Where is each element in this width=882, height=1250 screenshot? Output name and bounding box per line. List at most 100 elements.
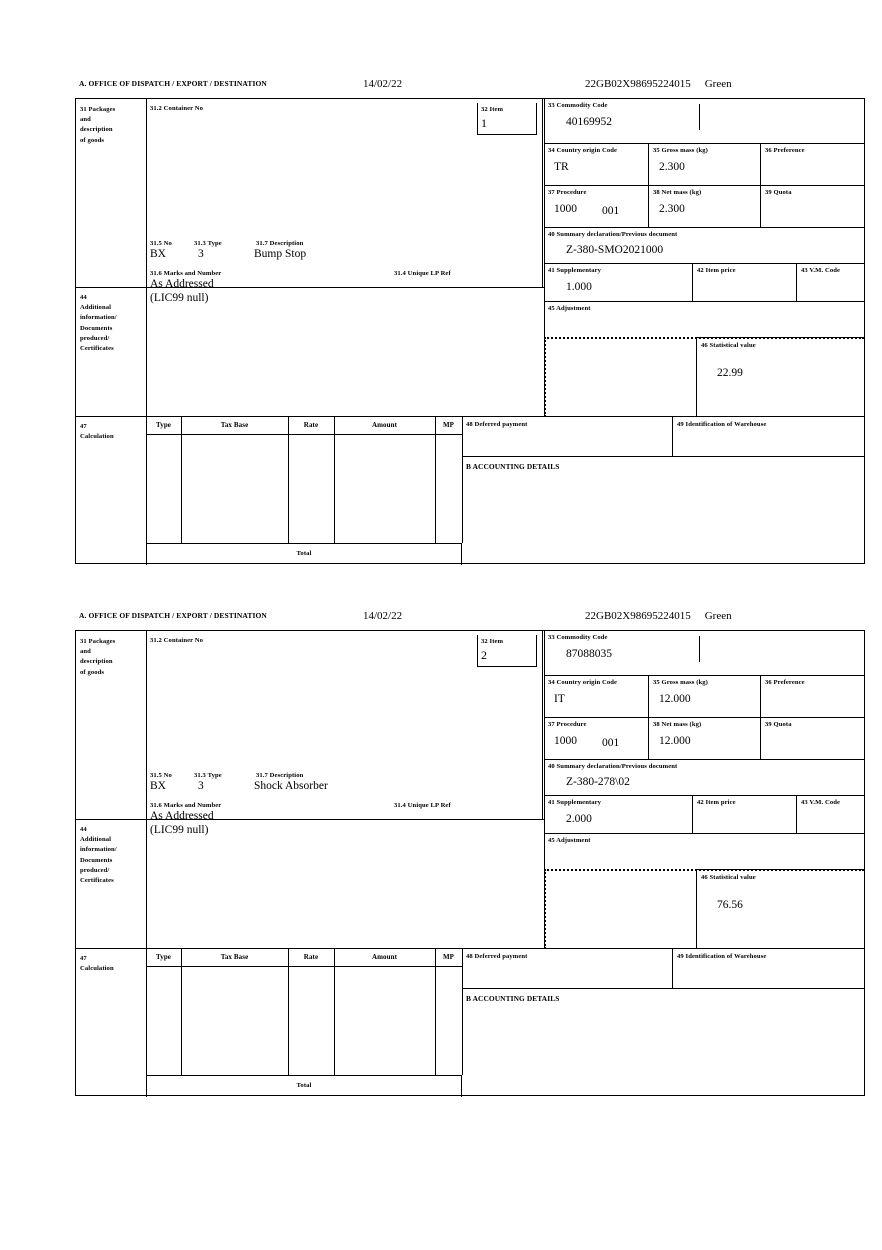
calculation-table-1: Type Tax Base Rate Amount MP Total (146, 417, 463, 565)
item-frame-2: 31 Packages and description of goods 44 … (75, 630, 865, 949)
box-44-label-line6: Certificates (80, 345, 114, 353)
box-31-label-2: 31 Packages and description of goods (76, 631, 146, 819)
box-48-label-2: 48 Deferred payment (466, 953, 528, 960)
box-39-quota-2: 39 Quota (760, 717, 864, 759)
box-46-label-2: 46 Statistical value (701, 874, 756, 881)
calc-column-amount (334, 417, 435, 543)
box-31-label-2-line3: description (80, 658, 113, 666)
box-31-7-label: 31.7 Description (256, 240, 304, 247)
calculation-section-1: 47 Calculation Type Tax Base Rate Amount… (75, 416, 865, 565)
box-31-4-label: 31.4 Unique LP Ref (394, 270, 451, 277)
calc-total-row: Total (146, 543, 462, 565)
box-49-label-2: 49 Identification of Warehouse (677, 953, 767, 960)
box-37-label-2: 37 Procedure (548, 721, 587, 728)
divider-left-column-2 (146, 631, 147, 949)
calc-total-label-2: Total (296, 1082, 312, 1090)
box-35-label-2: 35 Gross mass (kg) (653, 679, 708, 686)
box-44-label-line2: Additional (80, 304, 112, 312)
box-44-label-2-line4: Documents (80, 856, 113, 864)
box-37-label: 37 Procedure (548, 189, 587, 196)
divider-box-44-top-2 (76, 819, 542, 820)
box-36-label-2: 36 Preference (765, 679, 805, 686)
box-35-gross-mass: 35 Gross mass (kg) 2.300 (648, 143, 760, 185)
box-41-value-2: 2.000 (566, 813, 592, 826)
box-36-label: 36 Preference (765, 147, 805, 154)
calc-header-mp: MP (435, 417, 462, 435)
box-33-commodity-code: 33 Commodity Code 40169952 (544, 99, 864, 143)
divider-left-column (146, 99, 147, 417)
box-44-label-2: 44 Additional information/ Documents pro… (76, 819, 146, 949)
calc-header-amount: Amount (334, 417, 435, 435)
box-45-dotted-zone-2 (544, 869, 864, 949)
box-42-label-2: 42 Item price (697, 799, 736, 806)
box-39-label-2: 39 Quota (765, 721, 792, 728)
declaration-date: 14/02/22 (363, 78, 403, 90)
box-44-label-line1: 44 (80, 294, 87, 301)
box-44-content-2: (LIC99 null) (150, 824, 208, 837)
box-31-5-value-2: BX (150, 780, 166, 792)
box-41-supplementary-2: 41 Supplementary 2.000 (544, 795, 692, 833)
box-48-label: 48 Deferred payment (466, 421, 528, 428)
divider-box-32-right-2 (542, 631, 543, 819)
calculation-section-2: 47 Calculation Type Tax Base Rate Amount… (75, 948, 868, 1099)
declaration-reference-2: 22GB02X98695224015 Green (585, 610, 732, 622)
box-34-label-2: 34 Country origin Code (548, 679, 618, 686)
box-44-label-2-line5: produced/ (80, 866, 110, 874)
box-43-vm-code: 43 V.M. Code (796, 263, 864, 301)
box-43-label: 43 V.M. Code (801, 267, 841, 274)
box-32-label-2: 32 Item (481, 638, 504, 645)
calculation-table-2: Type Tax Base Rate Amount MP Total (146, 949, 463, 1097)
calc-column-mp-2 (435, 949, 462, 1075)
calc-header-type-2: Type (146, 949, 181, 967)
box-35-gross-mass-2: 35 Gross mass (kg) 12.000 (648, 675, 760, 717)
box-31-label-line1: 31 Packages (80, 106, 116, 113)
box-45-dotted-zone (544, 337, 864, 417)
divider-box-44-top-right (542, 287, 544, 288)
reference-colour-2: Green (704, 610, 732, 622)
box-44-label-line4: Documents (80, 324, 113, 332)
box-32-value: 1 (481, 116, 487, 131)
box-36-preference: 36 Preference (760, 143, 864, 185)
section-b-accounting-details-2: B ACCOUNTING DETAILS (462, 989, 868, 1099)
box-37-value: 1000 (554, 203, 577, 216)
box-31-label: 31 Packages and description of goods (76, 99, 146, 287)
box-34-label: 34 Country origin Code (548, 147, 618, 154)
divider-box-32-right (542, 99, 543, 287)
box-31-6-value-2: As Addressed (150, 810, 214, 822)
box-32-label: 32 Item (481, 106, 504, 113)
box-46-label: 46 Statistical value (701, 342, 756, 349)
box-44-value: (LIC99 null) (150, 292, 209, 304)
box-31-7-value: Bump Stop (254, 248, 307, 260)
box-31-2-label: 31.2 Container No (150, 105, 204, 112)
box-47-label-line2: Calculation (80, 433, 114, 441)
box-38-net-mass-2: 38 Net mass (kg) 12.000 (648, 717, 760, 759)
box-33-label-2: 33 Commodity Code (548, 634, 608, 641)
box-31-3-value-2: 3 (198, 780, 204, 792)
section-b-label-2: B ACCOUNTING DETAILS (466, 994, 560, 1003)
box-45-label-2: 45 Adjustment (548, 837, 591, 844)
calc-header-amount-2: Amount (334, 949, 435, 967)
box-31-label-line4: of goods (80, 136, 105, 144)
box-44-label-2-line6: Certificates (80, 877, 114, 885)
box-32-item-2: 32 Item 2 (477, 635, 537, 667)
box-37-procedure-2: 37 Procedure 1000 001 (544, 717, 648, 759)
calc-column-type-2 (146, 949, 181, 1075)
box-47-label-2-line1: 47 (80, 955, 87, 962)
box-49-label: 49 Identification of Warehouse (677, 421, 767, 428)
calc-column-rate-2 (288, 949, 334, 1075)
calc-column-type (146, 417, 181, 543)
box-41-supplementary: 41 Supplementary 1.000 (544, 263, 692, 301)
divider-box-44-top-right-2 (542, 819, 544, 820)
box-46-value-2: 76.56 (717, 899, 743, 912)
box-31-label-2-line4: of goods (80, 668, 105, 676)
box-31-3-label: 31.3 Type (194, 240, 222, 247)
box-35-value-2: 12.000 (659, 693, 691, 706)
box-44-label-line3: information/ (80, 314, 117, 322)
box-44-content: (LIC99 null) (150, 292, 208, 305)
box-44-label-line5: produced/ (80, 334, 110, 342)
box-31-label-2-line1: 31 Packages (80, 638, 116, 645)
box-33-label: 33 Commodity Code (548, 102, 608, 109)
box-41-value: 1.000 (566, 281, 592, 294)
box-37-additional-value-2: 001 (602, 737, 620, 749)
